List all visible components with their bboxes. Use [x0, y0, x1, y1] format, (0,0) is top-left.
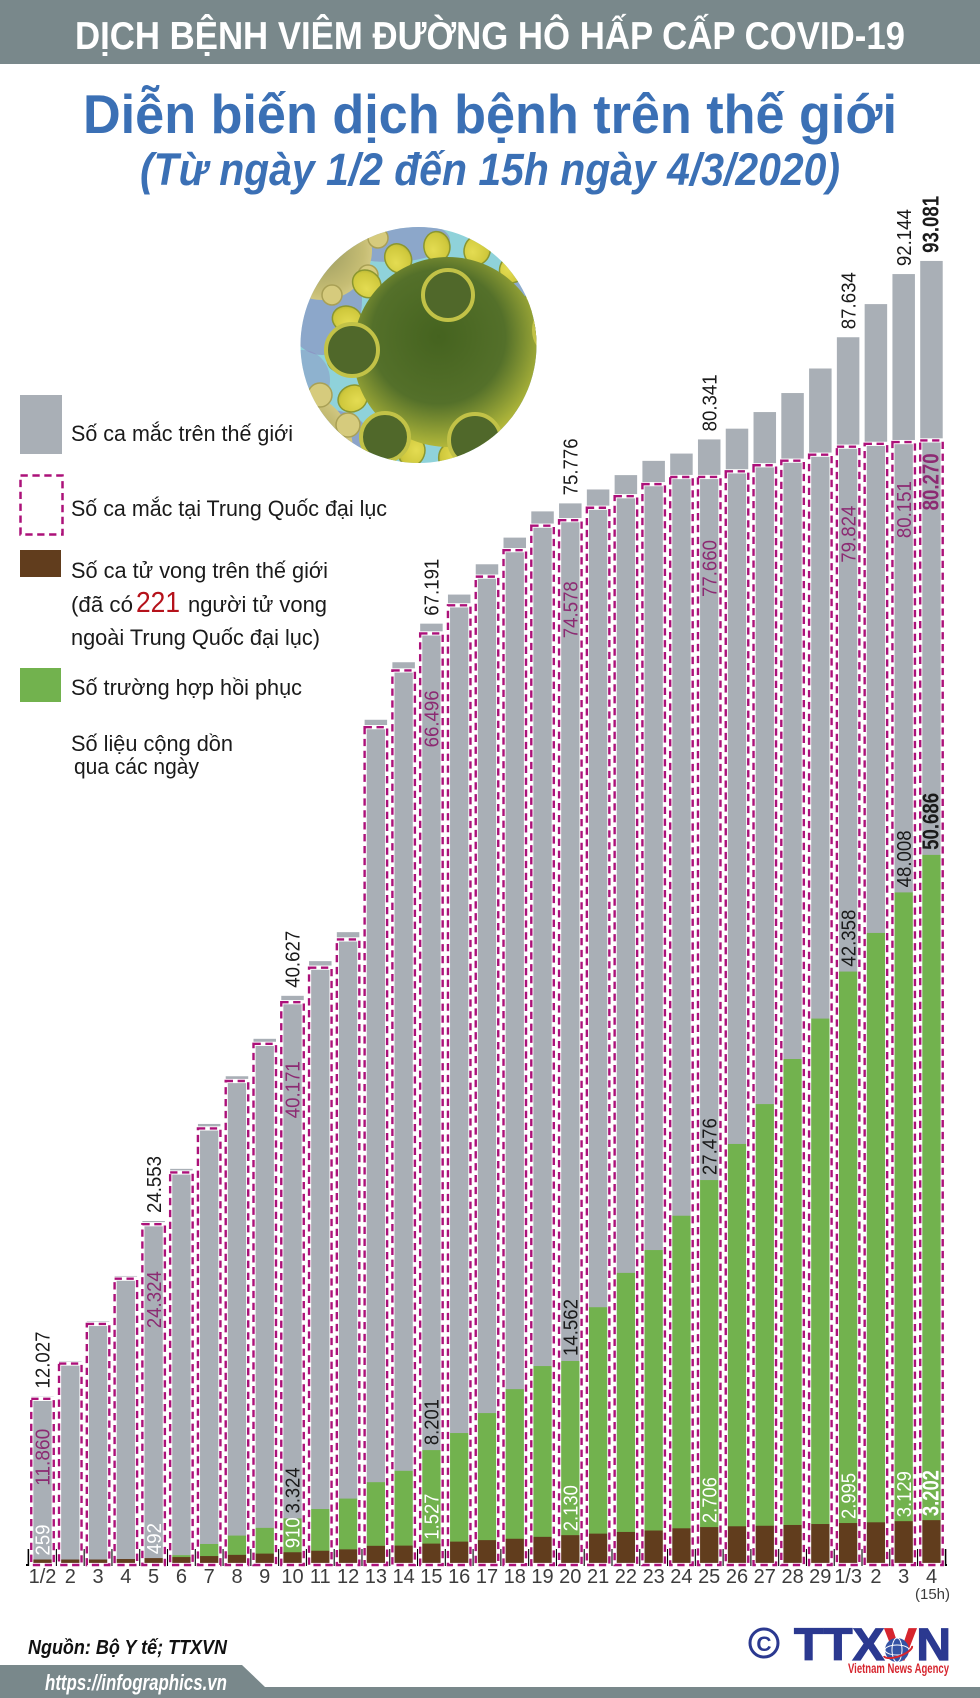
svg-text:3: 3: [93, 1566, 104, 1588]
svg-text:16: 16: [448, 1566, 470, 1588]
svg-text:3: 3: [898, 1566, 909, 1588]
svg-text:80.341: 80.341: [699, 374, 721, 431]
svg-text:492: 492: [144, 1523, 166, 1554]
svg-text:(Từ ngày 1/2 đến 15h ngày 4/3/: (Từ ngày 1/2 đến 15h ngày 4/3/2020): [140, 144, 840, 195]
svg-text:910: 910: [283, 1517, 305, 1548]
svg-text:qua các ngày: qua các ngày: [74, 754, 199, 779]
svg-text:2: 2: [65, 1566, 76, 1588]
svg-text:25: 25: [698, 1566, 720, 1588]
svg-text:18: 18: [504, 1566, 526, 1588]
svg-text:259: 259: [33, 1525, 55, 1556]
svg-text:77.660: 77.660: [699, 540, 721, 597]
svg-text:4: 4: [926, 1566, 937, 1588]
svg-text:40.627: 40.627: [283, 931, 305, 988]
svg-text:19: 19: [531, 1566, 553, 1588]
svg-text:27: 27: [754, 1566, 776, 1588]
svg-text:(15h): (15h): [915, 1586, 950, 1603]
svg-text:2.995: 2.995: [838, 1473, 860, 1519]
svg-text:20: 20: [559, 1566, 581, 1588]
svg-text:4: 4: [120, 1566, 131, 1588]
svg-text:3.202: 3.202: [918, 1470, 944, 1516]
svg-text:ngoài Trung Quốc đại lục): ngoài Trung Quốc đại lục): [71, 625, 320, 650]
svg-text:1.527: 1.527: [422, 1494, 444, 1540]
svg-text:75.776: 75.776: [561, 438, 583, 495]
svg-text:29: 29: [809, 1566, 831, 1588]
svg-text:6: 6: [176, 1566, 187, 1588]
svg-text:8.201: 8.201: [422, 1399, 444, 1445]
svg-text:22: 22: [615, 1566, 637, 1588]
svg-text:11.860: 11.860: [33, 1429, 55, 1486]
svg-text:66.496: 66.496: [422, 690, 444, 747]
svg-text:Diễn biến dịch bệnh trên thế g: Diễn biến dịch bệnh trên thế giới: [83, 83, 897, 145]
svg-text:8: 8: [231, 1566, 242, 1588]
svg-text:24.553: 24.553: [144, 1156, 166, 1213]
svg-text:11: 11: [310, 1566, 331, 1588]
svg-text:28: 28: [781, 1566, 803, 1588]
svg-text:người tử vong: người tử vong: [188, 592, 327, 617]
svg-text:5: 5: [148, 1566, 159, 1588]
svg-text:12: 12: [337, 1566, 359, 1588]
svg-text:40.171: 40.171: [283, 1061, 305, 1118]
svg-text:DỊCH BỆNH VIÊM ĐƯỜNG HÔ HẤP CẤ: DỊCH BỆNH VIÊM ĐƯỜNG HÔ HẤP CẤP COVID-19: [75, 13, 905, 58]
svg-text:10: 10: [281, 1566, 303, 1588]
svg-text:26: 26: [726, 1566, 748, 1588]
svg-text:Nguồn: Bộ Y tế; TTXVN: Nguồn: Bộ Y tế; TTXVN: [28, 1637, 227, 1659]
svg-text:24.324: 24.324: [144, 1271, 166, 1328]
svg-text:67.191: 67.191: [422, 559, 444, 616]
svg-text:80.151: 80.151: [894, 481, 916, 538]
svg-text:Số liệu cộng dồn: Số liệu cộng dồn: [71, 731, 233, 756]
svg-text:C: C: [756, 1633, 771, 1656]
svg-text:7: 7: [204, 1566, 215, 1588]
svg-text:92.144: 92.144: [894, 209, 916, 266]
svg-text:24: 24: [670, 1566, 692, 1588]
svg-text:9: 9: [259, 1566, 270, 1588]
svg-text:27.476: 27.476: [699, 1118, 721, 1175]
svg-text:17: 17: [476, 1566, 498, 1588]
svg-text:50.686: 50.686: [918, 793, 944, 850]
svg-text:3.324: 3.324: [283, 1467, 305, 1513]
svg-text:14.562: 14.562: [561, 1299, 583, 1356]
svg-text:1/3: 1/3: [834, 1566, 862, 1588]
svg-text:42.358: 42.358: [838, 910, 860, 967]
svg-text:2.706: 2.706: [699, 1477, 721, 1523]
svg-text:3.129: 3.129: [894, 1471, 916, 1517]
svg-text:Số trường hợp hồi phục: Số trường hợp hồi phục: [71, 675, 302, 700]
svg-text:21: 21: [587, 1566, 609, 1588]
svg-text:79.824: 79.824: [838, 506, 860, 563]
svg-text:Số ca mắc tại Trung Quốc đại l: Số ca mắc tại Trung Quốc đại lục: [71, 496, 387, 521]
svg-text:48.008: 48.008: [894, 830, 916, 887]
svg-text:https://infographics.vn: https://infographics.vn: [45, 1670, 227, 1695]
svg-text:12.027: 12.027: [33, 1332, 55, 1389]
svg-text:Số ca mắc trên thế giới: Số ca mắc trên thế giới: [71, 421, 293, 446]
svg-text:2.130: 2.130: [561, 1485, 583, 1531]
svg-text:80.270: 80.270: [918, 453, 944, 510]
svg-text:14: 14: [392, 1566, 414, 1588]
svg-text:2: 2: [870, 1566, 881, 1588]
svg-text:15: 15: [420, 1566, 442, 1588]
svg-text:Số ca tử vong trên thế giới: Số ca tử vong trên thế giới: [71, 558, 328, 583]
svg-text:13: 13: [365, 1566, 387, 1588]
svg-text:87.634: 87.634: [838, 272, 860, 329]
svg-text:221: 221: [136, 587, 180, 619]
svg-text:74.578: 74.578: [561, 581, 583, 638]
svg-text:93.081: 93.081: [918, 196, 944, 253]
svg-text:Vietnam News Agency: Vietnam News Agency: [848, 1661, 949, 1676]
svg-text:23: 23: [643, 1566, 665, 1588]
svg-text:1/2: 1/2: [29, 1566, 57, 1588]
svg-text:TTXVN: TTXVN: [794, 1619, 951, 1670]
svg-text:(đã có: (đã có: [71, 592, 133, 617]
